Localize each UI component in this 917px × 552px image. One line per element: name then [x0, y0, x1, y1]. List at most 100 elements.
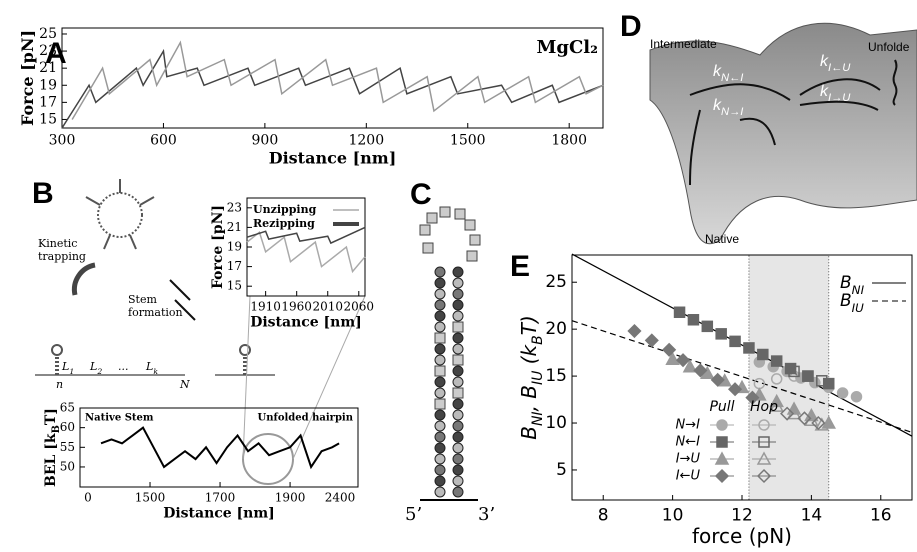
base [452, 354, 464, 366]
marker [814, 417, 830, 431]
base [434, 321, 446, 333]
linker-label-part: k [153, 367, 158, 376]
y-tick-label: 23 [227, 200, 242, 214]
y-tick-label: 23 [39, 43, 57, 59]
base [434, 442, 446, 454]
legend-marker [716, 436, 728, 448]
y-tick-label: 19 [227, 240, 242, 254]
x-tick-label: 1910 [250, 299, 281, 313]
marker [745, 390, 760, 405]
marker [769, 398, 784, 412]
x-tick-label: 2400 [325, 490, 356, 504]
marker [662, 342, 677, 357]
marker [757, 348, 769, 361]
rate-label-part: I←U [828, 62, 851, 74]
linker-label: Lk [145, 360, 158, 376]
x-tick-label: 900 [252, 133, 279, 149]
y-tick-label: 20 [545, 319, 567, 339]
base [452, 398, 464, 410]
linker-label-part: ... [118, 360, 129, 373]
y-tick-label: 65 [60, 401, 75, 415]
base [452, 464, 464, 476]
loop-base [426, 212, 438, 224]
x-axis-label: Distance [nm] [163, 505, 275, 521]
x-tick-label: 1500 [450, 133, 486, 149]
base [452, 409, 464, 421]
legend-marker [758, 436, 770, 448]
annotation: Native Stem [85, 413, 154, 424]
legend-label: N→I [676, 418, 701, 433]
state-label: Intermediate [650, 37, 717, 51]
base [434, 365, 446, 377]
base [434, 387, 446, 399]
rate-label-part: I→U [828, 92, 851, 104]
y-tick-label: 55 [60, 440, 75, 454]
loop-base [469, 234, 481, 246]
marker [665, 351, 680, 365]
rate-label-part: N→I [721, 106, 743, 118]
base [452, 453, 464, 465]
marker [770, 355, 783, 367]
annotation: MgCl₂ [536, 37, 598, 58]
arrow [689, 109, 701, 186]
y-axis-label: BEL [kBT] [43, 408, 62, 487]
base [452, 486, 464, 498]
rate-label-part: k [713, 63, 722, 80]
fit-line [571, 253, 913, 437]
y-tick-label: 15 [227, 279, 242, 293]
arrow [799, 78, 881, 96]
y-tick-label: 17 [227, 259, 242, 273]
marker [693, 363, 708, 378]
y-axis-label-part: IU [530, 371, 546, 385]
linker-label: L1 [61, 360, 74, 376]
x-tick-label: 600 [150, 133, 177, 149]
marker [701, 320, 714, 333]
base [452, 266, 464, 278]
rate-label-part: N←I [721, 72, 743, 84]
x-tick-label: 1500 [135, 490, 166, 504]
marker [836, 387, 849, 399]
state-label: Native [705, 232, 739, 246]
series-line [246, 226, 366, 245]
base [452, 310, 464, 322]
y-axis-label-part: B [530, 335, 546, 345]
legend-header: Pull [709, 399, 734, 415]
marker [770, 373, 783, 385]
loop-base [439, 206, 451, 218]
legend-label: N←I [676, 435, 701, 450]
base [434, 343, 446, 355]
strand-end: N [179, 378, 190, 391]
linker-label: L2 [89, 360, 102, 376]
rate-label-part: k [713, 97, 722, 114]
diagram-label: Kinetic [38, 237, 77, 250]
arrow [739, 117, 776, 146]
panel-label: B [32, 177, 54, 210]
marker [673, 306, 686, 319]
marker [715, 328, 727, 340]
linker-label: ... [118, 360, 129, 373]
rate-label: kI→U [820, 83, 851, 104]
y-tick-label: 25 [39, 26, 57, 42]
loop-base [454, 208, 466, 220]
base [452, 365, 464, 377]
y-tick-label: 19 [39, 77, 57, 93]
strand-end: 3’ [478, 504, 495, 525]
base [452, 376, 464, 388]
marker [682, 359, 698, 373]
rate-label: kN←I [713, 63, 743, 84]
marker [802, 370, 814, 382]
legend-marker [714, 451, 730, 465]
marker [729, 335, 741, 348]
marker [822, 377, 835, 390]
marker [811, 415, 826, 431]
y-axis-label: Force [pN] [18, 30, 37, 126]
y-axis-label: BNI, BIU (kBT) [517, 315, 547, 440]
marker [743, 342, 755, 354]
diagram-label: trapping [38, 250, 86, 263]
marker [780, 406, 795, 421]
series-line [71, 40, 604, 120]
x-tick-label: 300 [49, 133, 76, 149]
base [452, 321, 464, 333]
base [434, 431, 446, 443]
legend-marker [756, 451, 772, 465]
